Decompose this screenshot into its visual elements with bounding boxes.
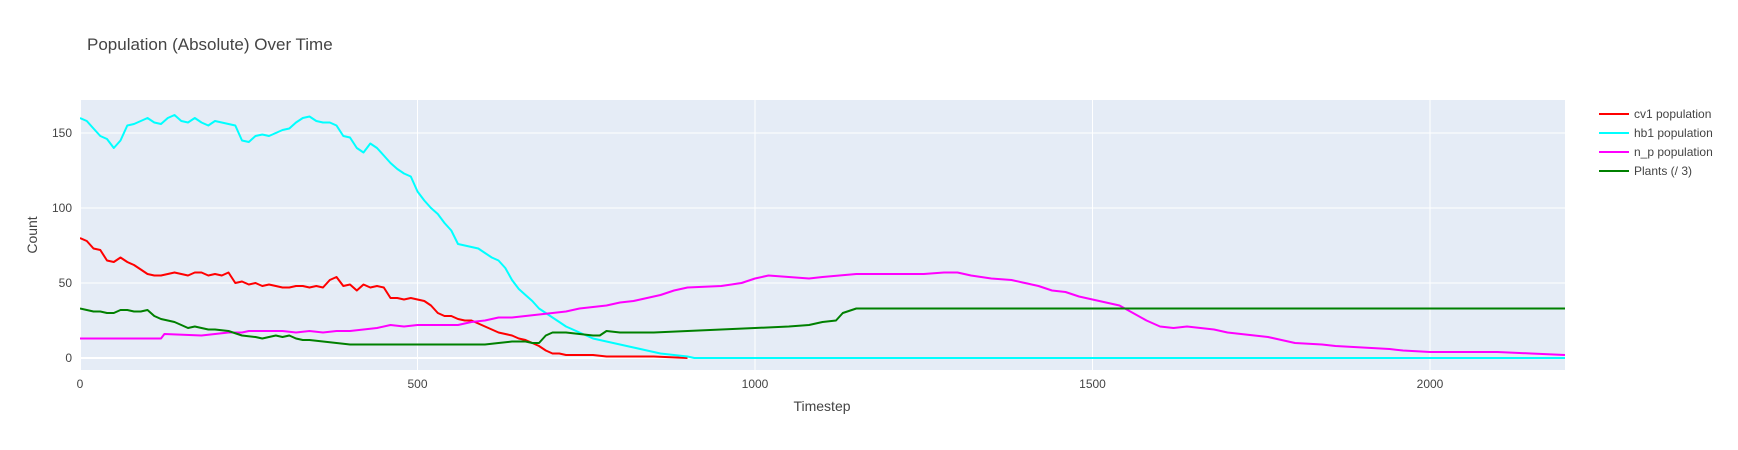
legend-label: hb1 population: [1634, 126, 1713, 140]
legend-item[interactable]: hb1 population: [1599, 126, 1713, 140]
chart-title: Population (Absolute) Over Time: [87, 35, 333, 54]
series-lines: [80, 114, 1565, 359]
y-tick-label: 50: [59, 276, 73, 290]
series-line-3: [80, 271, 1565, 356]
legend-label: n_p population: [1634, 145, 1713, 159]
y-tick-label: 100: [52, 201, 72, 215]
legend-label: cv1 population: [1634, 107, 1711, 121]
plot-area: [80, 100, 1565, 370]
legend-item[interactable]: n_p population: [1599, 145, 1713, 159]
x-tick-label: 500: [407, 377, 427, 391]
y-tick-label: 0: [65, 351, 72, 365]
series-line-2: [80, 114, 1565, 359]
legend-item[interactable]: cv1 population: [1599, 107, 1711, 121]
x-tick-label: 1500: [1079, 377, 1106, 391]
x-tick-label: 1000: [742, 377, 769, 391]
x-tick-labels: 0 500 1000 1500 2000: [77, 377, 1444, 391]
series-line-1: [80, 237, 688, 359]
y-tick-label: 150: [52, 126, 72, 140]
series-line-4: [80, 307, 1565, 346]
x-tick-label: 0: [77, 377, 84, 391]
legend-item[interactable]: Plants (/ 3): [1599, 164, 1692, 178]
x-axis-title: Timestep: [793, 398, 850, 414]
x-tick-label: 2000: [1417, 377, 1444, 391]
legend[interactable]: cv1 population hb1 population n_p populati…: [1599, 107, 1713, 178]
y-tick-labels: 0 50 100 150: [52, 126, 72, 365]
legend-label: Plants (/ 3): [1634, 164, 1692, 178]
y-axis-title: Count: [24, 216, 40, 253]
